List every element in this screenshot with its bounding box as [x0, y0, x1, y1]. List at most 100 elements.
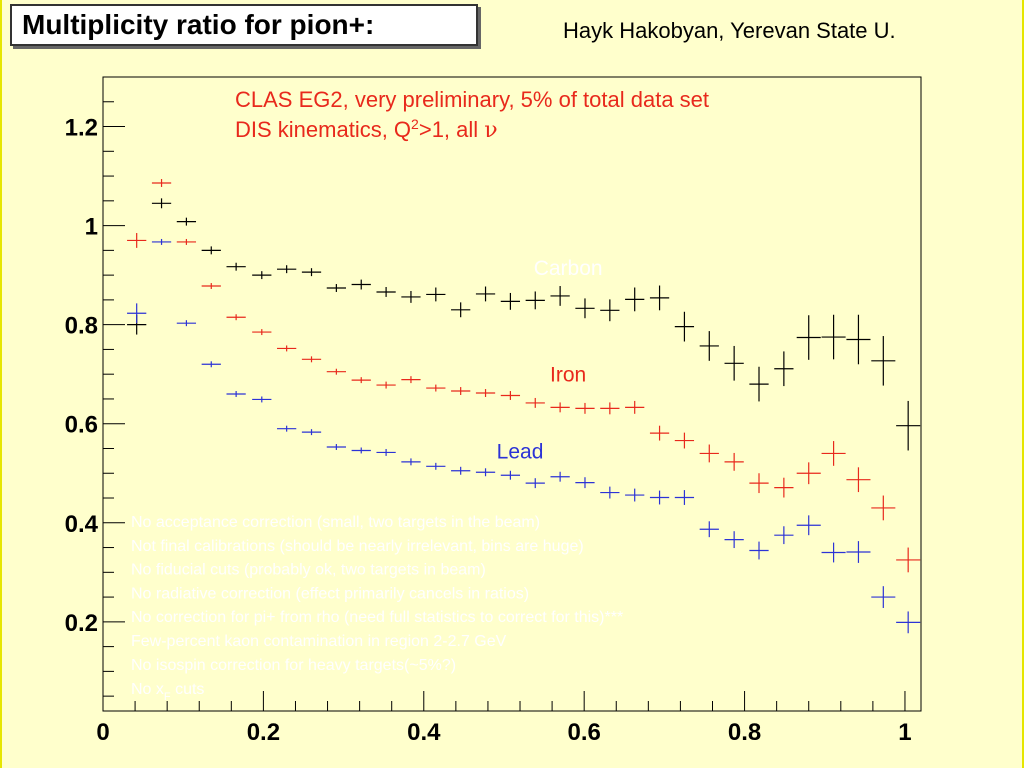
author-label: Hayk Hakobyan, Yerevan State U. — [563, 18, 896, 43]
series-lead: Lead — [127, 238, 921, 634]
data-point-carbon — [176, 217, 197, 226]
data-point-carbon — [724, 345, 744, 381]
y-tick-label: 1.2 — [65, 115, 98, 142]
data-point-iron — [226, 314, 246, 321]
data-series: Carbon Iron Lead — [127, 179, 921, 634]
notes-block: No acceptance correction (small, two tar… — [131, 514, 623, 674]
series-label-lead: Lead — [497, 440, 544, 463]
data-point-iron — [550, 402, 570, 413]
data-point-carbon — [550, 286, 570, 306]
data-point-carbon — [401, 290, 421, 303]
data-point-carbon — [575, 298, 595, 319]
data-point-iron — [151, 179, 172, 187]
data-point-carbon — [451, 302, 471, 318]
series-label-iron: Iron — [550, 364, 586, 387]
data-point-iron — [525, 397, 545, 408]
data-point-iron — [451, 387, 471, 395]
y-tick-label: 0.8 — [65, 313, 98, 340]
data-point-lead — [575, 477, 595, 489]
data-point-lead — [600, 486, 620, 499]
series-carbon: Carbon — [127, 198, 921, 451]
series-label-carbon: Carbon — [534, 257, 603, 280]
data-point-carbon — [500, 292, 521, 310]
y-tick-label: 0.6 — [65, 412, 98, 439]
data-point-carbon — [376, 287, 396, 297]
data-point-carbon — [201, 246, 221, 255]
data-point-carbon — [699, 331, 719, 361]
data-point-iron — [252, 329, 272, 336]
data-point-lead — [724, 531, 744, 549]
data-point-lead — [674, 490, 695, 505]
note-line-8: No xF cuts — [131, 681, 204, 703]
data-point-lead — [846, 541, 871, 563]
y-tick-label: 0.2 — [65, 610, 98, 637]
data-point-iron — [625, 400, 645, 414]
data-point-lead — [326, 444, 346, 450]
data-point-carbon — [625, 287, 645, 312]
data-point-iron — [277, 345, 297, 352]
data-point-carbon — [796, 315, 821, 360]
y-tick-label: 1 — [85, 214, 98, 241]
data-point-iron — [674, 432, 695, 449]
data-point-iron — [426, 384, 446, 392]
x-tick-label: 0 — [96, 719, 109, 746]
data-point-lead — [176, 320, 197, 327]
data-point-lead — [896, 611, 921, 634]
data-point-iron — [846, 467, 871, 493]
data-point-lead — [151, 238, 172, 245]
note-line-5: No correction for pi+ from rho (need ful… — [131, 609, 623, 626]
data-point-iron — [796, 462, 821, 485]
note-line-1: No acceptance correction (small, two tar… — [131, 514, 540, 531]
data-point-iron — [749, 473, 769, 494]
x-tick-label: 1 — [898, 719, 911, 746]
data-point-lead — [699, 521, 719, 538]
data-point-carbon — [426, 287, 446, 302]
data-point-carbon — [326, 284, 346, 292]
data-point-iron — [127, 233, 147, 248]
data-point-lead — [426, 462, 446, 470]
data-point-carbon — [277, 265, 297, 274]
data-point-carbon — [674, 311, 695, 342]
note-line-3: No fiducial cuts (probably ok, two targe… — [131, 562, 486, 579]
data-point-carbon — [896, 400, 921, 451]
data-point-carbon — [301, 268, 322, 277]
data-point-carbon — [226, 262, 246, 271]
slide-title: Multiplicity ratio for pion+: — [10, 4, 478, 46]
data-point-lead — [774, 526, 794, 545]
data-point-carbon — [525, 291, 545, 310]
annotation-header-line1: CLAS EG2, very preliminary, 5% of total … — [235, 87, 709, 112]
data-point-lead — [649, 490, 670, 505]
data-point-iron — [575, 402, 595, 414]
data-point-lead — [871, 586, 896, 608]
data-point-carbon — [351, 279, 371, 290]
data-point-iron — [301, 356, 322, 363]
data-point-carbon — [600, 299, 620, 322]
data-point-lead — [451, 466, 471, 475]
note-line-6: Few-percent kaon contamination in region… — [131, 633, 507, 650]
data-point-lead — [376, 448, 396, 456]
x-tick-label: 0.2 — [247, 719, 280, 746]
annotation-header-line2: DIS kinematics, Q2>1, all ν — [235, 116, 498, 143]
data-point-iron — [500, 391, 521, 400]
data-point-carbon — [475, 286, 496, 302]
x-tick-label: 0.4 — [407, 719, 441, 746]
x-tick-label: 0.8 — [728, 719, 761, 746]
data-point-lead — [550, 471, 570, 482]
data-point-iron — [201, 283, 221, 289]
data-point-carbon — [846, 314, 871, 365]
data-point-lead — [500, 470, 521, 480]
data-point-iron — [351, 377, 371, 384]
data-point-iron — [326, 368, 346, 375]
data-point-lead — [201, 361, 221, 368]
note-line-4: No radiative correction (effect primaril… — [131, 585, 529, 602]
data-point-iron — [376, 381, 396, 389]
data-point-lead — [127, 303, 147, 324]
data-point-lead — [475, 468, 496, 477]
x-tick-label: 0.6 — [567, 719, 600, 746]
data-point-iron — [475, 389, 496, 397]
data-point-iron — [176, 238, 197, 245]
data-point-iron — [871, 495, 896, 521]
y-tick-label: 0.4 — [65, 511, 99, 538]
